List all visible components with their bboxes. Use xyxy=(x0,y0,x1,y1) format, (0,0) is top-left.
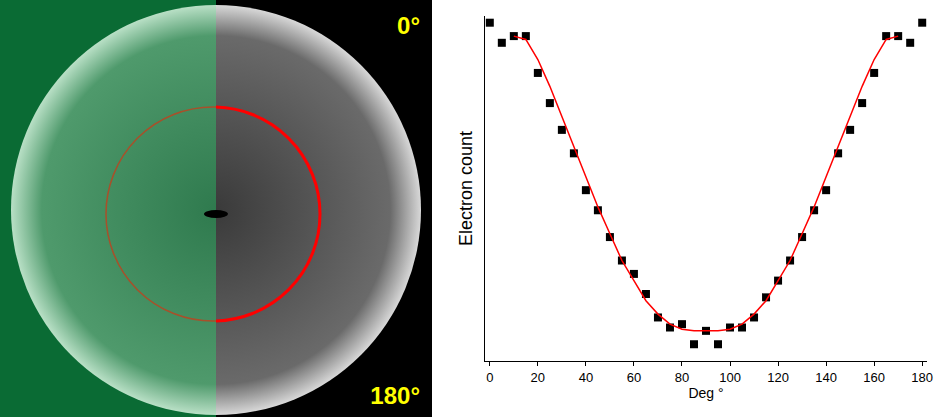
svg-text:Electron count: Electron count xyxy=(456,131,476,246)
svg-text:0°: 0° xyxy=(397,12,420,39)
svg-text:100: 100 xyxy=(719,370,741,385)
svg-text:140: 140 xyxy=(815,370,837,385)
svg-text:0: 0 xyxy=(486,370,493,385)
svg-text:180: 180 xyxy=(911,370,933,385)
svg-text:60: 60 xyxy=(627,370,641,385)
svg-text:20: 20 xyxy=(531,370,545,385)
svg-text:40: 40 xyxy=(579,370,593,385)
svg-text:180°: 180° xyxy=(370,382,420,409)
svg-text:120: 120 xyxy=(767,370,789,385)
svg-text:Deg °: Deg ° xyxy=(688,385,723,401)
svg-text:160: 160 xyxy=(863,370,885,385)
svg-text:80: 80 xyxy=(675,370,689,385)
